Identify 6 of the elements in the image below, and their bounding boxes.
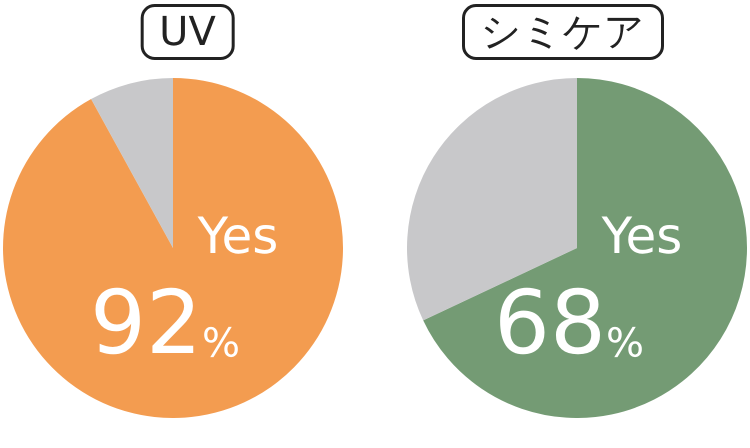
data-label: 68%	[494, 270, 644, 374]
slice-label: Yes	[600, 206, 682, 265]
chart-title: UV	[140, 4, 235, 60]
data-label: 92%	[90, 270, 240, 374]
chart-title: シミケア	[462, 4, 664, 60]
slice-label: Yes	[196, 206, 278, 265]
